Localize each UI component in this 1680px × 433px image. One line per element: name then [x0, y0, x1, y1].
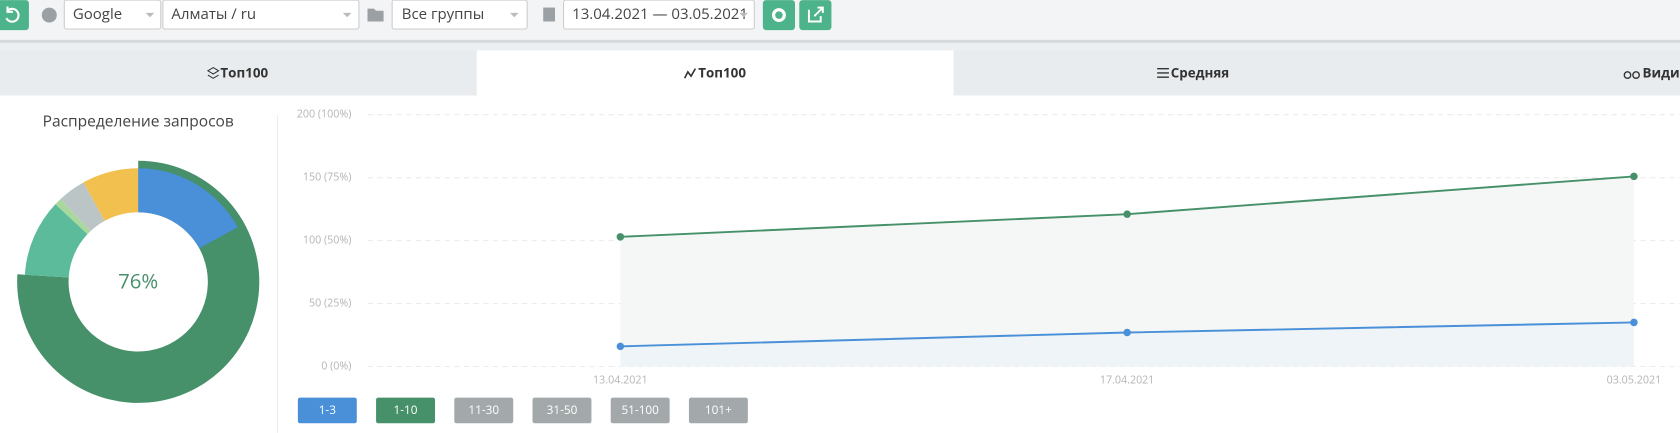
caret: [145, 12, 155, 18]
legend-label: 11-30: [468, 402, 499, 418]
x-tick-label: 17.04.2021: [1100, 373, 1155, 387]
legend-button-bg: [688, 397, 748, 424]
legend-button[interactable]: 1-3: [297, 397, 357, 424]
select-box: [162, 0, 360, 30]
donut-segment: [83, 168, 139, 221]
tab-label: Видимость: [1643, 64, 1680, 82]
toolbar-border: [0, 39, 1680, 43]
y-tick-label: 0 (0%): [321, 359, 351, 373]
data-point: [616, 342, 625, 351]
legend-label: 51-100: [621, 402, 659, 418]
legend-button-bg: [376, 397, 435, 424]
data-point: [616, 233, 625, 241]
y-tick-label: 200 (100%): [297, 108, 352, 122]
select-text: 13.04.2021 — 03.05.2021: [572, 4, 748, 24]
legend-button[interactable]: 101+: [688, 397, 748, 424]
legend-button[interactable]: 11-30: [454, 397, 514, 424]
group-select[interactable]: Все группы: [391, 0, 528, 30]
x-tick-label: 13.04.2021: [593, 373, 648, 387]
legend-label: 1-3: [319, 402, 337, 418]
refresh-icon: [5, 6, 20, 23]
tab[interactable]: Видимость: [1643, 64, 1680, 82]
gear-icon: [771, 8, 786, 23]
data-point: [1123, 328, 1131, 337]
tab-icon: [206, 66, 220, 79]
donut-overlay-segment: [138, 168, 238, 249]
tab-icon: [1623, 71, 1640, 79]
donut-title: Распределение запросов: [43, 109, 234, 131]
tab-icon: [1157, 67, 1169, 78]
tab-label: Топ100: [220, 64, 268, 82]
legend-label: 1-10: [394, 402, 418, 418]
caret: [739, 12, 748, 18]
select-box: [563, 0, 755, 30]
engine-select[interactable]: Google: [63, 0, 162, 30]
legend-button[interactable]: 51-100: [610, 397, 670, 424]
caret: [342, 12, 352, 18]
legend-button-bg: [297, 397, 357, 424]
select-box: [391, 0, 528, 30]
y-tick-label: 50 (25%): [309, 296, 351, 310]
legend-button-bg: [610, 397, 670, 424]
y-tick-label: 100 (50%): [303, 233, 352, 247]
data-point: [1630, 172, 1638, 181]
export-icon: [807, 6, 824, 23]
active-tab: [476, 50, 954, 96]
globe-icon: [41, 7, 57, 23]
region-select[interactable]: Алматы / ru: [162, 0, 360, 30]
data-point: [1123, 210, 1131, 218]
donut-segment: [24, 204, 88, 278]
date-select[interactable]: 13.04.2021 — 03.05.2021: [563, 0, 755, 30]
y-tick-label: 150 (75%): [303, 171, 352, 185]
legend-label: 31-50: [547, 402, 578, 418]
series-area: [620, 176, 1634, 367]
tab-label: Топ100: [698, 64, 746, 82]
legend-button-bg: [532, 397, 592, 424]
settings-button[interactable]: [762, 0, 795, 31]
tab[interactable]: Топ100: [220, 64, 268, 82]
select-text: Алматы / ru: [171, 4, 256, 24]
tab[interactable]: Средняя: [1171, 64, 1229, 82]
calendar-icon: [543, 7, 555, 22]
series-area: [620, 322, 1634, 367]
legend-button[interactable]: 31-50: [532, 397, 592, 424]
spacer: [0, 42, 1680, 51]
tab-icon: [683, 68, 697, 79]
donut-center-label: 76%: [118, 266, 158, 294]
donut-segment: [55, 199, 91, 235]
tab[interactable]: Топ100: [698, 64, 746, 82]
x-tick-label: 03.05.2021: [1607, 373, 1662, 387]
donut-segment: [60, 182, 105, 232]
folder-icon: [367, 8, 384, 22]
tab-label: Средняя: [1171, 64, 1229, 82]
legend-button[interactable]: 1-10: [376, 397, 435, 424]
data-point: [1630, 318, 1638, 327]
legend-label: 101+: [705, 402, 732, 418]
select-box: [63, 0, 162, 30]
select-text: Google: [73, 4, 122, 24]
refresh-button[interactable]: [0, 0, 29, 31]
legend-button-bg: [454, 397, 514, 424]
select-text: Все группы: [402, 4, 484, 24]
caret: [510, 12, 519, 18]
